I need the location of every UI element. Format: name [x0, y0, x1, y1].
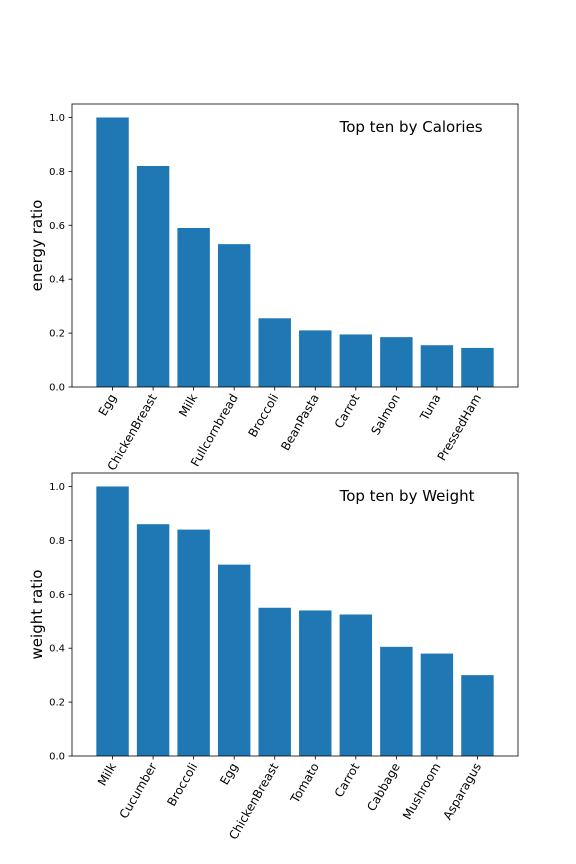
calories-annotation: Top ten by Calories	[339, 118, 483, 136]
weight-bar-1	[136, 524, 170, 756]
calories-y-tick-label-3: 0.6	[49, 221, 65, 232]
weight-y-tick-label-3: 0.6	[49, 590, 65, 601]
weight-bar-7	[380, 646, 413, 756]
weight-y-tick-label-2: 0.4	[49, 644, 65, 655]
calories-bar-9	[461, 347, 494, 387]
calories-bar-8	[420, 345, 454, 387]
calories-y-tick-label-5: 1.0	[49, 113, 65, 124]
calories-bar-1	[136, 165, 170, 387]
calories-y-tick-label-2: 0.4	[49, 275, 65, 286]
weight-y-axis-label: weight ratio	[28, 570, 46, 660]
calories-y-tick-label-1: 0.2	[49, 329, 65, 340]
calories-y-axis-label: energy ratio	[28, 200, 46, 292]
calories-bar-0	[96, 117, 129, 387]
calories-bar-3	[217, 244, 251, 387]
weight-bar-5	[299, 610, 332, 756]
weight-bar-2	[177, 529, 210, 756]
weight-bar-9	[461, 675, 494, 756]
calories-bar-4	[258, 318, 291, 387]
weight-annotation: Top ten by Weight	[339, 487, 475, 505]
calories-bar-2	[177, 227, 210, 387]
weight-bar-6	[339, 614, 373, 756]
calories-y-tick-label-4: 0.8	[49, 167, 65, 178]
weight-bar-8	[420, 653, 454, 756]
calories-bars	[96, 117, 494, 387]
calories-bar-5	[299, 330, 332, 387]
weight-y-tick-label-4: 0.8	[49, 536, 65, 547]
calories-y-axis-ticks: 0.0 0.2 0.4 0.6 0.8 1.0	[49, 113, 72, 394]
weight-y-tick-label-0: 0.0	[49, 752, 65, 763]
weight-plot-frame	[71, 472, 519, 757]
calories-bar-6	[339, 334, 373, 387]
weight-y-axis-ticks: 0.0 0.2 0.4 0.6 0.8 1.0	[49, 482, 72, 763]
weight-bar-4	[258, 607, 291, 756]
calories-plot-frame	[71, 103, 519, 388]
weight-y-tick-label-5: 1.0	[49, 482, 65, 493]
weight-y-tick-label-1: 0.2	[49, 698, 65, 709]
weight-bar-3	[217, 564, 251, 756]
calories-bar-7	[380, 337, 413, 387]
weight-bar-0	[96, 486, 129, 756]
weight-bars	[96, 486, 494, 756]
calories-y-tick-label-0: 0.0	[49, 383, 65, 394]
